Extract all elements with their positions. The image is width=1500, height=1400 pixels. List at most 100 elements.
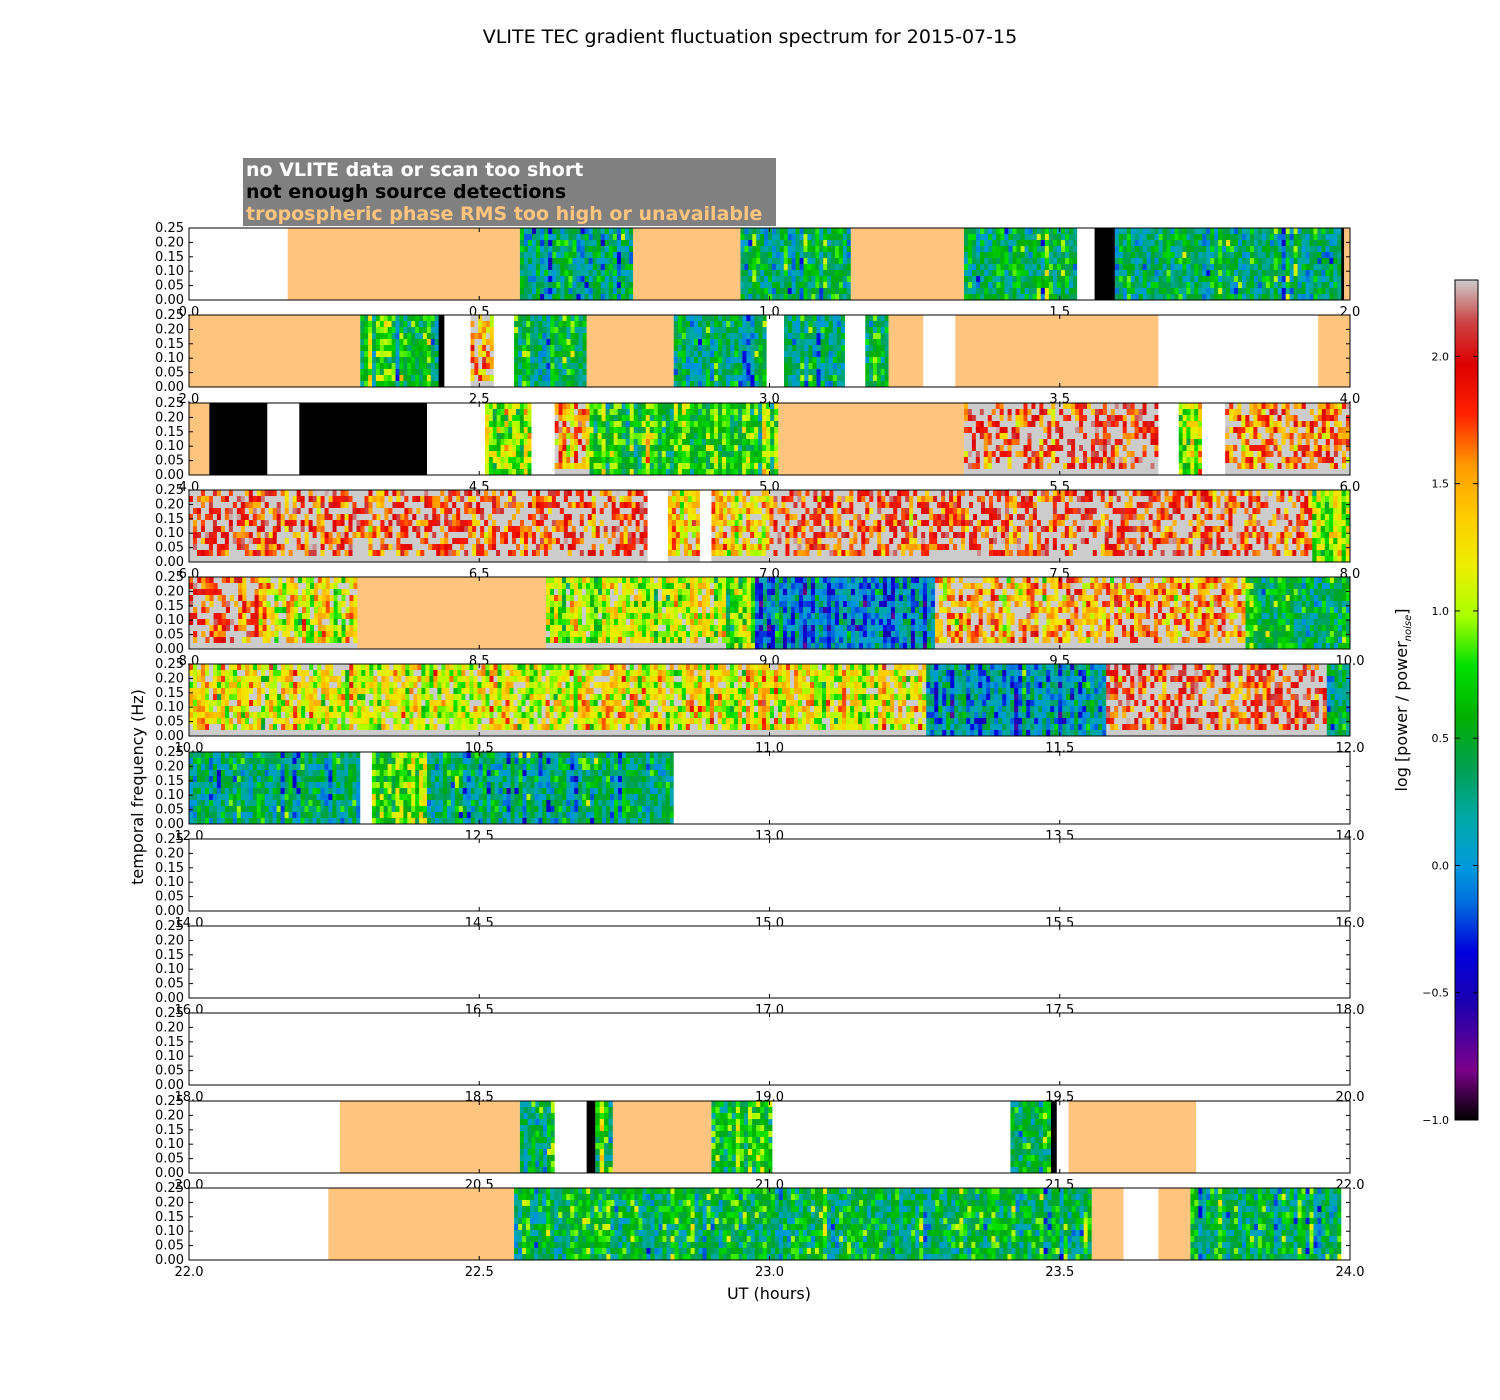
spectrum-cell xyxy=(658,421,662,427)
spectrum-cell xyxy=(1115,445,1119,451)
spectrum-cell xyxy=(1171,294,1175,300)
spectrum-cell xyxy=(630,469,634,475)
spectrum-cell xyxy=(610,415,614,421)
spectrum-cell xyxy=(980,252,984,258)
spectrum-cell xyxy=(1266,270,1270,276)
spectrum-cell xyxy=(807,264,811,270)
spectrum-cell xyxy=(1202,294,1206,300)
spectrum-cell xyxy=(1067,415,1071,421)
spectrum-cell xyxy=(1274,463,1278,469)
spectrum-cell xyxy=(1306,463,1310,469)
spectrum-cell xyxy=(528,463,532,469)
spectrum-cell xyxy=(1115,264,1119,270)
spectrum-cell xyxy=(1012,463,1016,469)
spectrum-cell xyxy=(1033,258,1037,264)
spectrum-cell xyxy=(524,246,528,252)
spectrum-cell xyxy=(555,403,559,409)
spectrum-cell xyxy=(1033,246,1037,252)
spectrum-cell xyxy=(364,363,368,369)
spectrum-cell xyxy=(546,363,550,369)
spectrum-cell xyxy=(817,375,821,381)
spectrum-cell xyxy=(815,252,819,258)
spectrum-cell xyxy=(726,457,730,463)
spectrum-cell xyxy=(829,369,833,375)
spectrum-cell xyxy=(1206,252,1210,258)
spectrum-cell xyxy=(698,381,702,387)
spectrum-cell xyxy=(1123,228,1127,234)
spectrum-cell xyxy=(1079,403,1083,409)
spectrum-cell xyxy=(714,457,718,463)
spectrum-cell xyxy=(1171,258,1175,264)
spectrum-cell xyxy=(698,427,702,433)
spectrum-cell xyxy=(764,270,768,276)
spectrum-cell xyxy=(1174,240,1178,246)
spectrum-cell xyxy=(372,339,376,345)
spectrum-cell xyxy=(877,333,881,339)
spectrum-cell xyxy=(1282,240,1286,246)
spectrum-cell xyxy=(1151,451,1155,457)
spectrum-cell xyxy=(542,345,546,351)
spectrum-cell xyxy=(980,246,984,252)
spectrum-cell xyxy=(807,288,811,294)
spectrum-cell xyxy=(579,345,583,351)
spectrum-cell xyxy=(996,439,1000,445)
spectrum-cell xyxy=(614,463,618,469)
spectrum-cell xyxy=(261,532,265,538)
spectrum-cell xyxy=(1017,246,1021,252)
spectrum-cell xyxy=(1286,457,1290,463)
y-tick-label: 0.25 xyxy=(155,396,184,411)
spectrum-cell xyxy=(237,532,241,538)
spectrum-cell xyxy=(516,421,520,427)
spectrum-cell xyxy=(1087,463,1091,469)
spectrum-cell xyxy=(520,270,524,276)
spectrum-cell xyxy=(694,315,698,321)
spectrum-cell xyxy=(1241,421,1245,427)
spectrum-cell xyxy=(726,381,730,387)
spectrum-cell xyxy=(702,409,706,415)
spectrum-cell xyxy=(384,321,388,327)
spectrum-cell xyxy=(1123,246,1127,252)
spectrum-cell xyxy=(1218,264,1222,270)
spectrum-cell xyxy=(734,469,738,475)
spectrum-cell xyxy=(726,333,730,339)
spectrum-cell xyxy=(1053,246,1057,252)
spectrum-cell xyxy=(678,445,682,451)
spectrum-cell xyxy=(1278,294,1282,300)
spectrum-cell xyxy=(550,363,554,369)
spectrum-cell xyxy=(534,369,538,375)
spectrum-cell xyxy=(1049,228,1053,234)
spectrum-cell xyxy=(1214,252,1218,258)
spectrum-cell xyxy=(784,321,788,327)
spectrum-cell xyxy=(501,433,505,439)
spectrum-cell xyxy=(1123,433,1127,439)
spectrum-cell xyxy=(579,351,583,357)
spectrum-cell xyxy=(710,381,714,387)
spectrum-cell xyxy=(532,258,536,264)
spectrum-cell xyxy=(776,234,780,240)
spectrum-cell xyxy=(482,375,486,381)
spectrum-cell xyxy=(650,421,654,427)
spectrum-cell xyxy=(201,532,205,538)
spectrum-cell xyxy=(1202,258,1206,264)
spectrum-cell xyxy=(748,294,752,300)
spectrum-cell xyxy=(714,381,718,387)
spectrum-cell xyxy=(738,445,742,451)
spectrum-cell xyxy=(980,288,984,294)
spectrum-cell xyxy=(376,321,380,327)
spectrum-cell xyxy=(768,240,772,246)
spectrum-cell xyxy=(1233,445,1237,451)
spectrum-cell xyxy=(634,415,638,421)
spectrum-cell xyxy=(1151,433,1155,439)
spectrum-cell xyxy=(528,246,532,252)
spectrum-cell xyxy=(582,439,586,445)
spectrum-cell xyxy=(1045,234,1049,240)
spectrum-cell xyxy=(1298,228,1302,234)
spectrum-cell xyxy=(1261,427,1265,433)
spectrum-cell xyxy=(1286,403,1290,409)
spectrum-cell xyxy=(1190,457,1194,463)
spectrum-cell xyxy=(578,421,582,427)
spectrum-cell xyxy=(812,327,816,333)
spectrum-cell xyxy=(766,433,770,439)
spectrum-cell xyxy=(504,451,508,457)
spectrum-cell xyxy=(201,520,205,526)
